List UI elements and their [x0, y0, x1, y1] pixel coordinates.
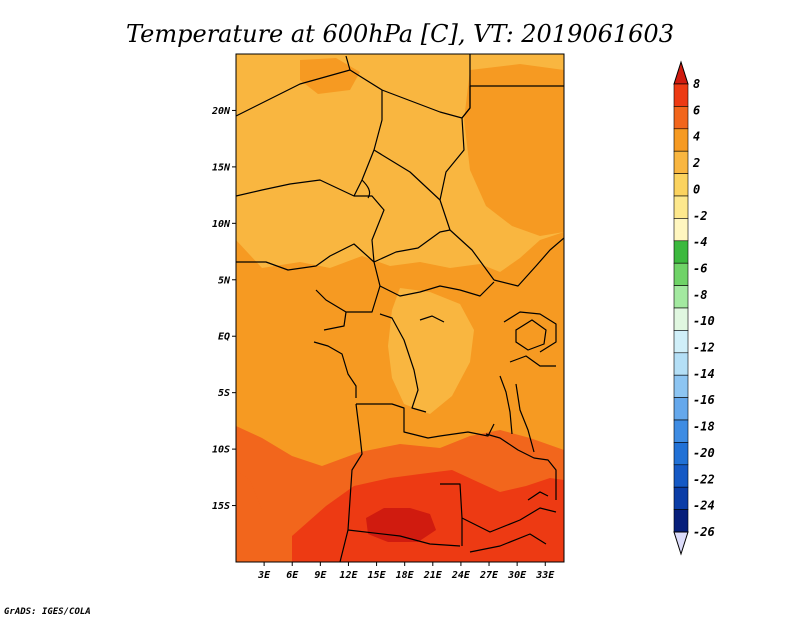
colorbar-swatch: [673, 150, 689, 174]
colorbar-label: 4: [693, 130, 700, 144]
colorbar-label: -16: [693, 393, 715, 407]
x-tick-label: 27E: [479, 570, 499, 581]
colorbar-swatch: [673, 173, 689, 197]
x-tick-label: 24E: [451, 570, 471, 581]
colorbar-label: -18: [693, 420, 715, 434]
colorbar-swatch: [673, 442, 689, 466]
colorbar-swatch: [673, 128, 689, 152]
colorbar-label: -14: [693, 367, 715, 381]
x-tick-label: 3E: [257, 570, 271, 581]
y-axis: 20N 15N 10N 5N EQ 5S 10S 15S: [211, 106, 236, 512]
x-tick-label: 15E: [368, 570, 387, 581]
colorbar-swatch: [673, 374, 689, 398]
field-east-warm: [464, 64, 564, 236]
colorbar-label: -10: [693, 314, 715, 328]
field-peak: [366, 508, 436, 542]
colorbar-swatch: [673, 486, 689, 510]
y-tick-label: 10S: [212, 445, 230, 456]
colorbar-upper-triangle: [673, 60, 689, 85]
colorbar-label: -4: [693, 235, 707, 249]
colorbar-swatch: [673, 330, 689, 354]
colorbar-label: 8: [693, 77, 700, 91]
field-west-coast-hot: [236, 470, 262, 562]
field-central-plateau: [388, 288, 474, 414]
colorbar-label: -6: [693, 261, 707, 275]
colorbar-swatch: [673, 262, 689, 286]
x-tick-label: 33E: [535, 570, 555, 581]
colorbar-label: -20: [693, 446, 715, 460]
y-tick-label: 15S: [212, 501, 230, 512]
map-area: [236, 54, 564, 562]
colorbar-label: -22: [693, 472, 715, 486]
colorbar-swatch: [673, 464, 689, 488]
x-tick-label: 30E: [507, 570, 527, 581]
y-tick-label: 10N: [212, 219, 231, 230]
colorbar-swatch: [673, 419, 689, 443]
credit-label: GrADS: IGES/COLA: [4, 607, 91, 617]
colorbar: 8 6 4 2 0 -2 -4 -6 -8 -10 -12 -14 -16 -18 -20 -22 -24 -26: [673, 60, 715, 556]
colorbar-label: -24: [693, 499, 715, 513]
chart-title: Temperature at 600hPa [C], VT: 201906160…: [126, 20, 674, 48]
colorbar-label: 6: [693, 103, 700, 117]
colorbar-swatch: [673, 218, 689, 242]
colorbar-swatch: [673, 307, 689, 331]
colorbar-swatch: [673, 509, 689, 533]
lakes: [361, 179, 549, 501]
colorbar-swatch: [673, 285, 689, 309]
plot-frame: [235, 53, 565, 563]
colorbar-swatch: [673, 106, 689, 130]
colorbar-swatch: [673, 352, 689, 376]
x-tick-label: 21E: [423, 570, 443, 581]
x-tick-label: 12E: [339, 570, 358, 581]
x-tick-label: 18E: [396, 570, 415, 581]
x-axis: 3E 6E 9E 12E 15E 18E 21E 24E 27E 30E 33E: [257, 562, 555, 581]
x-tick-label: 9E: [314, 570, 327, 581]
colorbar-label: -2: [693, 209, 707, 223]
y-tick-label: EQ: [218, 332, 230, 343]
colorbar-label: -26: [693, 525, 715, 539]
y-tick-label: 15N: [212, 162, 231, 173]
colorbar-swatch: [673, 397, 689, 421]
y-tick-label: 20N: [211, 106, 231, 117]
y-tick-label: 5S: [218, 388, 230, 399]
colorbar-label: 2: [692, 156, 700, 170]
colorbar-swatch: [673, 240, 689, 264]
colorbar-lower-triangle: [673, 531, 689, 556]
country-borders: [236, 54, 564, 562]
colorbar-swatch: [673, 83, 689, 107]
colorbar-label: 0: [693, 182, 700, 196]
x-tick-label: 6E: [286, 570, 299, 581]
colorbar-label: -8: [693, 288, 707, 302]
colorbar-label: -12: [693, 341, 715, 355]
colorbar-swatch: [673, 195, 689, 219]
y-tick-label: 5N: [218, 275, 231, 286]
